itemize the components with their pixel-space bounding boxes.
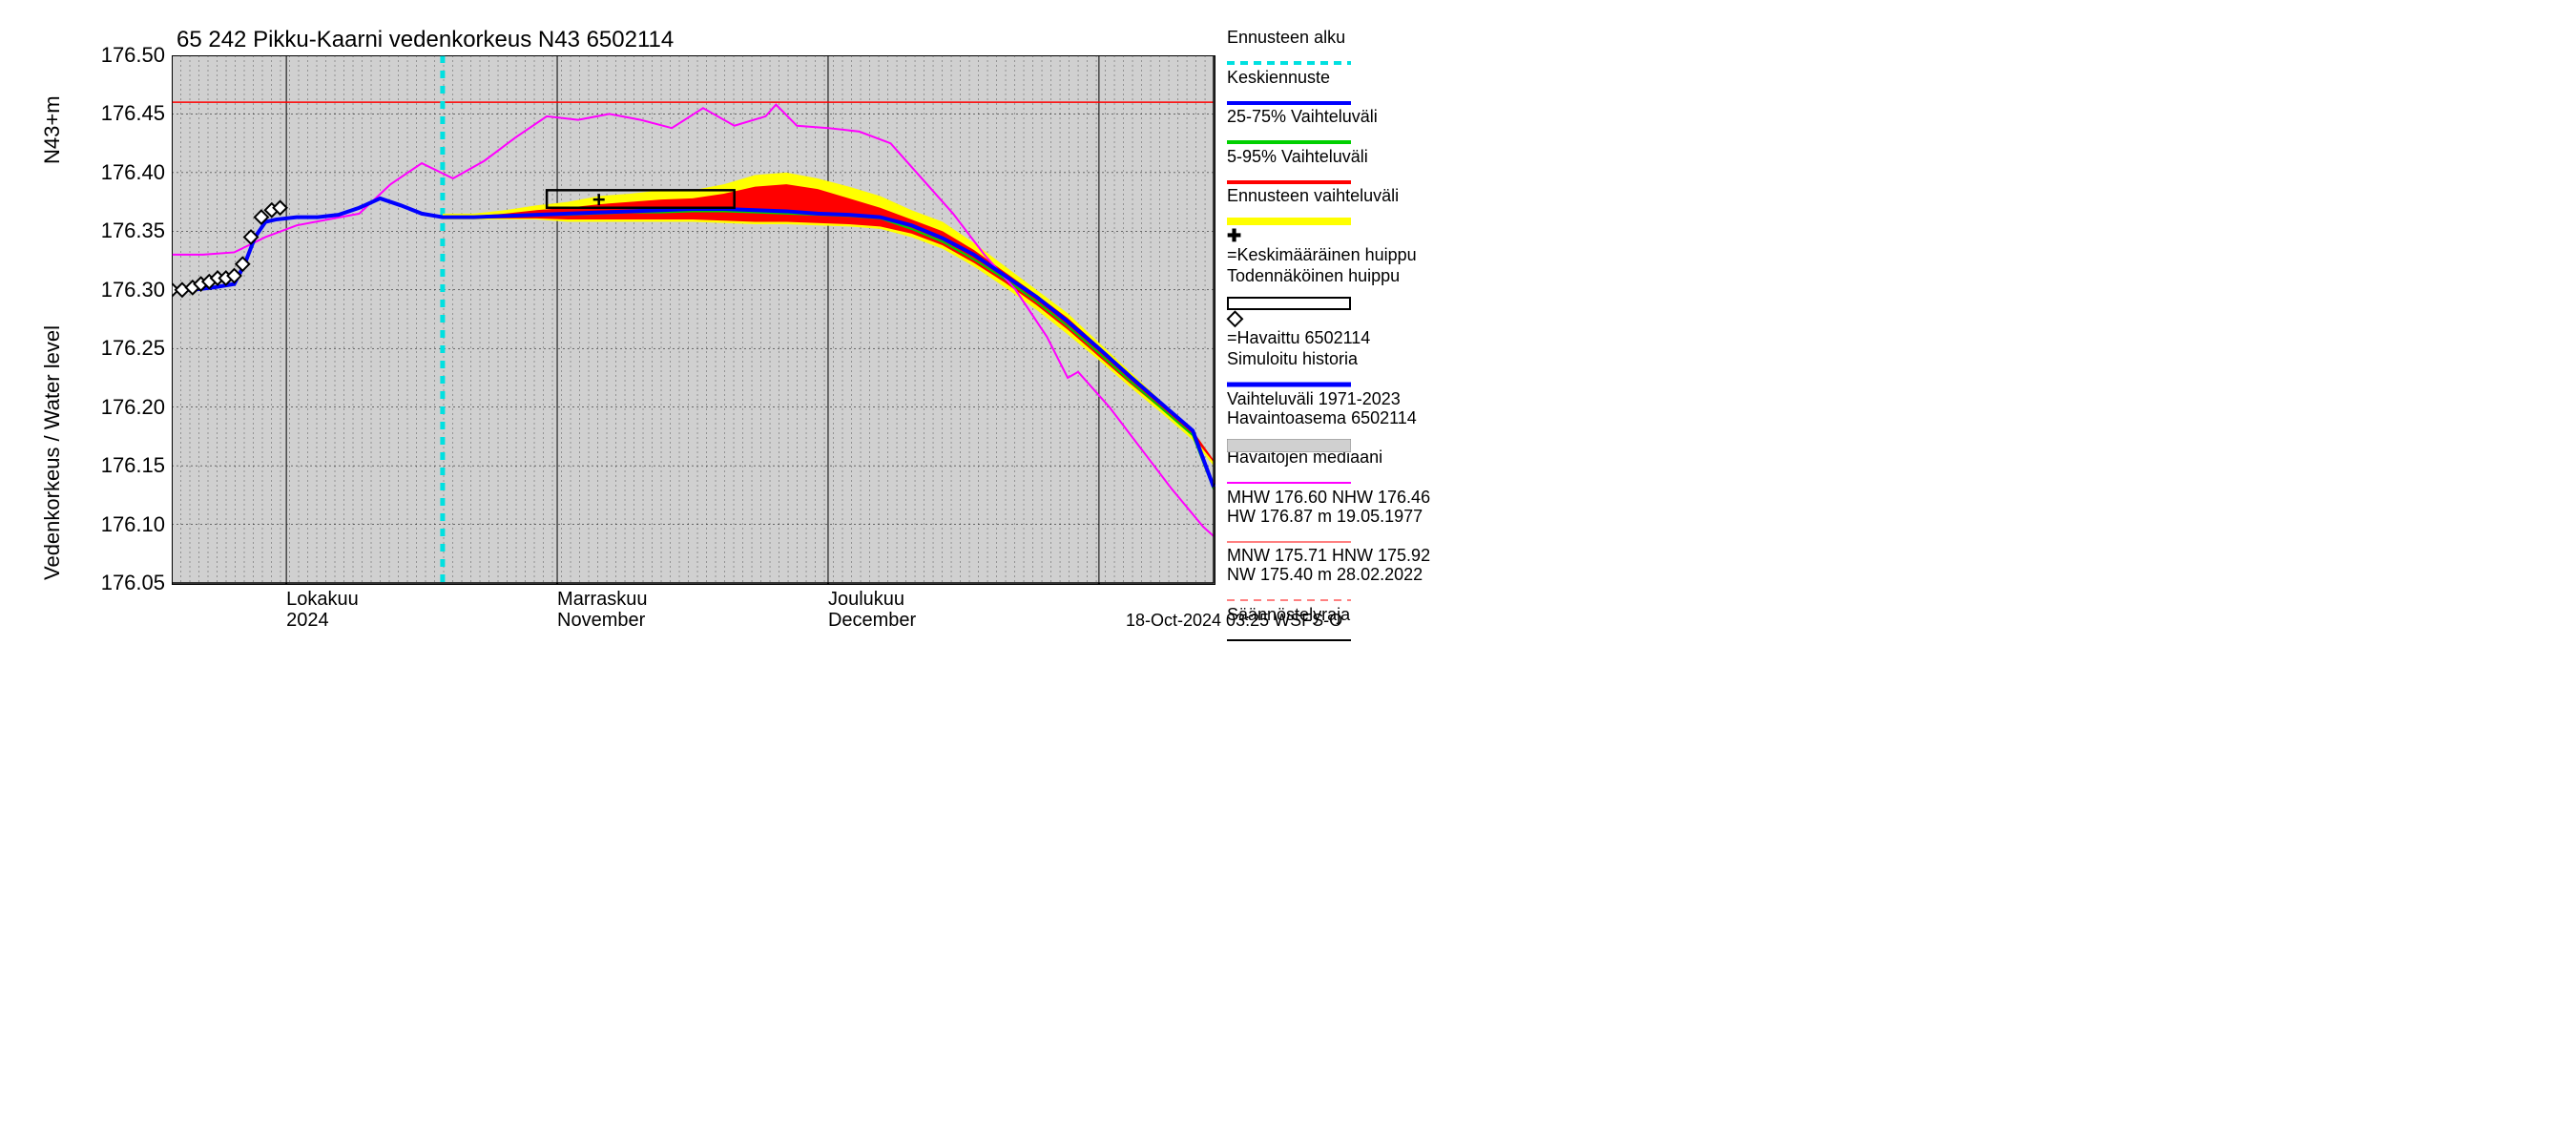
y-axis-label-top: N43+m xyxy=(40,95,65,164)
x-tick-label: Lokakuu xyxy=(286,589,359,611)
legend: Ennusteen alku Keskiennuste 25-75% Vaihtel… xyxy=(1227,29,1427,645)
legend-label: Simuloitu historia xyxy=(1227,350,1427,369)
legend-label: Todennäköinen huippu xyxy=(1227,267,1427,286)
legend-item: ◇=Havaittu 6502114 xyxy=(1227,306,1427,348)
legend-item: MNW 175.71 HNW 175.92 NW 175.40 m 28.02.… xyxy=(1227,547,1427,603)
y-tick-label: 176.20 xyxy=(93,395,165,420)
legend-label: =Havaittu 6502114 xyxy=(1227,329,1427,348)
x-tick-label2: 2024 xyxy=(286,610,329,632)
legend-item: Todennäköinen huippu xyxy=(1227,267,1427,305)
x-tick-label: Marraskuu xyxy=(557,589,647,611)
y-tick-label: 176.45 xyxy=(93,101,165,126)
chart-title: 65 242 Pikku-Kaarni vedenkorkeus N43 650… xyxy=(177,27,674,53)
timestamp: 18-Oct-2024 03:25 WSFS-O xyxy=(1126,611,1342,631)
legend-label: Ennusteen vaihteluväli xyxy=(1227,187,1427,206)
legend-label: Ennusteen alku xyxy=(1227,29,1427,48)
legend-label: Vaihteluväli 1971-2023 Havaintoasema 650… xyxy=(1227,390,1427,428)
legend-item: ✚=Keskimääräinen huippu xyxy=(1227,227,1427,265)
legend-item: Ennusteen alku xyxy=(1227,29,1427,67)
y-tick-label: 176.05 xyxy=(93,571,165,595)
chart-container: 65 242 Pikku-Kaarni vedenkorkeus N43 650… xyxy=(0,0,1431,636)
legend-item: 5-95% Vaihteluväli xyxy=(1227,148,1427,186)
y-tick-label: 176.50 xyxy=(93,43,165,68)
legend-item: 25-75% Vaihteluväli xyxy=(1227,108,1427,146)
legend-item: Havaitojen mediaani xyxy=(1227,448,1427,487)
legend-label: 25-75% Vaihteluväli xyxy=(1227,108,1427,127)
legend-label: =Keskimääräinen huippu xyxy=(1227,246,1427,265)
y-tick-label: 176.10 xyxy=(93,512,165,537)
legend-label: MNW 175.71 HNW 175.92 NW 175.40 m 28.02.… xyxy=(1227,547,1427,585)
legend-item: Keskiennuste xyxy=(1227,69,1427,107)
y-tick-label: 176.25 xyxy=(93,336,165,361)
y-axis-label-bottom: Vedenkorkeus / Water level xyxy=(40,325,65,580)
x-tick-label2: December xyxy=(828,610,916,632)
legend-item: Simuloitu historia xyxy=(1227,350,1427,388)
y-tick-label: 176.35 xyxy=(93,219,165,243)
legend-item: Vaihteluväli 1971-2023 Havaintoasema 650… xyxy=(1227,390,1427,447)
y-tick-label: 176.15 xyxy=(93,453,165,478)
legend-label: MHW 176.60 NHW 176.46 HW 176.87 m 19.05.… xyxy=(1227,489,1427,527)
x-tick-label: Joulukuu xyxy=(828,589,904,611)
legend-label: Keskiennuste xyxy=(1227,69,1427,88)
y-tick-label: 176.30 xyxy=(93,278,165,302)
legend-item: MHW 176.60 NHW 176.46 HW 176.87 m 19.05.… xyxy=(1227,489,1427,545)
x-tick-label2: November xyxy=(557,610,645,632)
plot-svg xyxy=(172,55,1215,585)
legend-label: 5-95% Vaihteluväli xyxy=(1227,148,1427,167)
legend-item: Ennusteen vaihteluväli xyxy=(1227,187,1427,225)
y-tick-label: 176.40 xyxy=(93,160,165,185)
